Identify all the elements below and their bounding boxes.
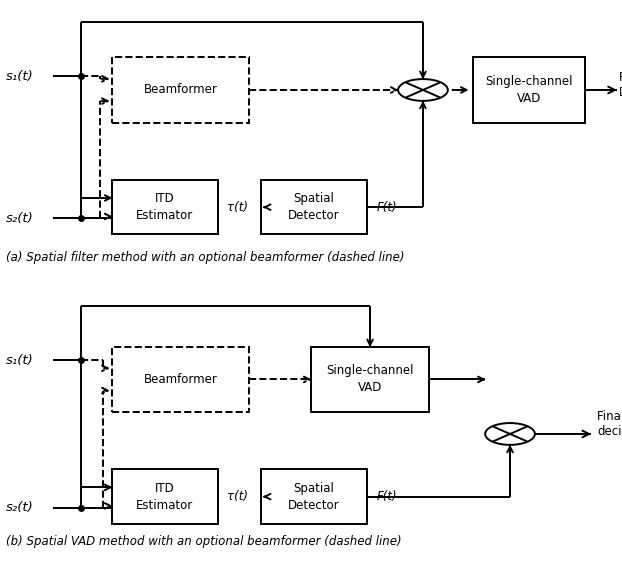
Text: s₂(t): s₂(t): [6, 212, 34, 224]
Text: Final VAD
Decision: Final VAD Decision: [619, 70, 622, 98]
Circle shape: [398, 79, 448, 101]
Text: Beamformer: Beamformer: [144, 373, 217, 386]
Text: Spatial
Detector: Spatial Detector: [289, 192, 340, 222]
Text: τ(t): τ(t): [227, 201, 248, 214]
Text: s₂(t): s₂(t): [6, 501, 34, 514]
Text: ITD
Estimator: ITD Estimator: [136, 482, 193, 512]
Bar: [261, 469, 367, 524]
Bar: [261, 180, 367, 235]
Text: ITD
Estimator: ITD Estimator: [136, 192, 193, 222]
Bar: [473, 57, 585, 123]
Text: s₁(t): s₁(t): [6, 70, 34, 83]
Bar: [112, 180, 218, 235]
Text: (b) Spatial VAD method with an optional beamformer (dashed line): (b) Spatial VAD method with an optional …: [6, 536, 402, 549]
Text: (a) Spatial filter method with an optional beamformer (dashed line): (a) Spatial filter method with an option…: [6, 252, 405, 265]
Bar: [311, 346, 429, 412]
Text: F(t): F(t): [376, 201, 397, 214]
Text: s₁(t): s₁(t): [6, 354, 34, 367]
Text: Beamformer: Beamformer: [144, 83, 217, 97]
Text: F(t): F(t): [376, 490, 397, 503]
Text: Spatial
Detector: Spatial Detector: [289, 482, 340, 512]
Text: Single-channel
VAD: Single-channel VAD: [485, 75, 572, 105]
Circle shape: [485, 423, 535, 445]
Bar: [112, 469, 218, 524]
Text: Single-channel
VAD: Single-channel VAD: [327, 365, 414, 394]
Bar: [112, 346, 249, 412]
Text: Final VAD
decision: Final VAD decision: [597, 411, 622, 438]
Bar: [112, 57, 249, 123]
Text: τ(t): τ(t): [227, 490, 248, 503]
